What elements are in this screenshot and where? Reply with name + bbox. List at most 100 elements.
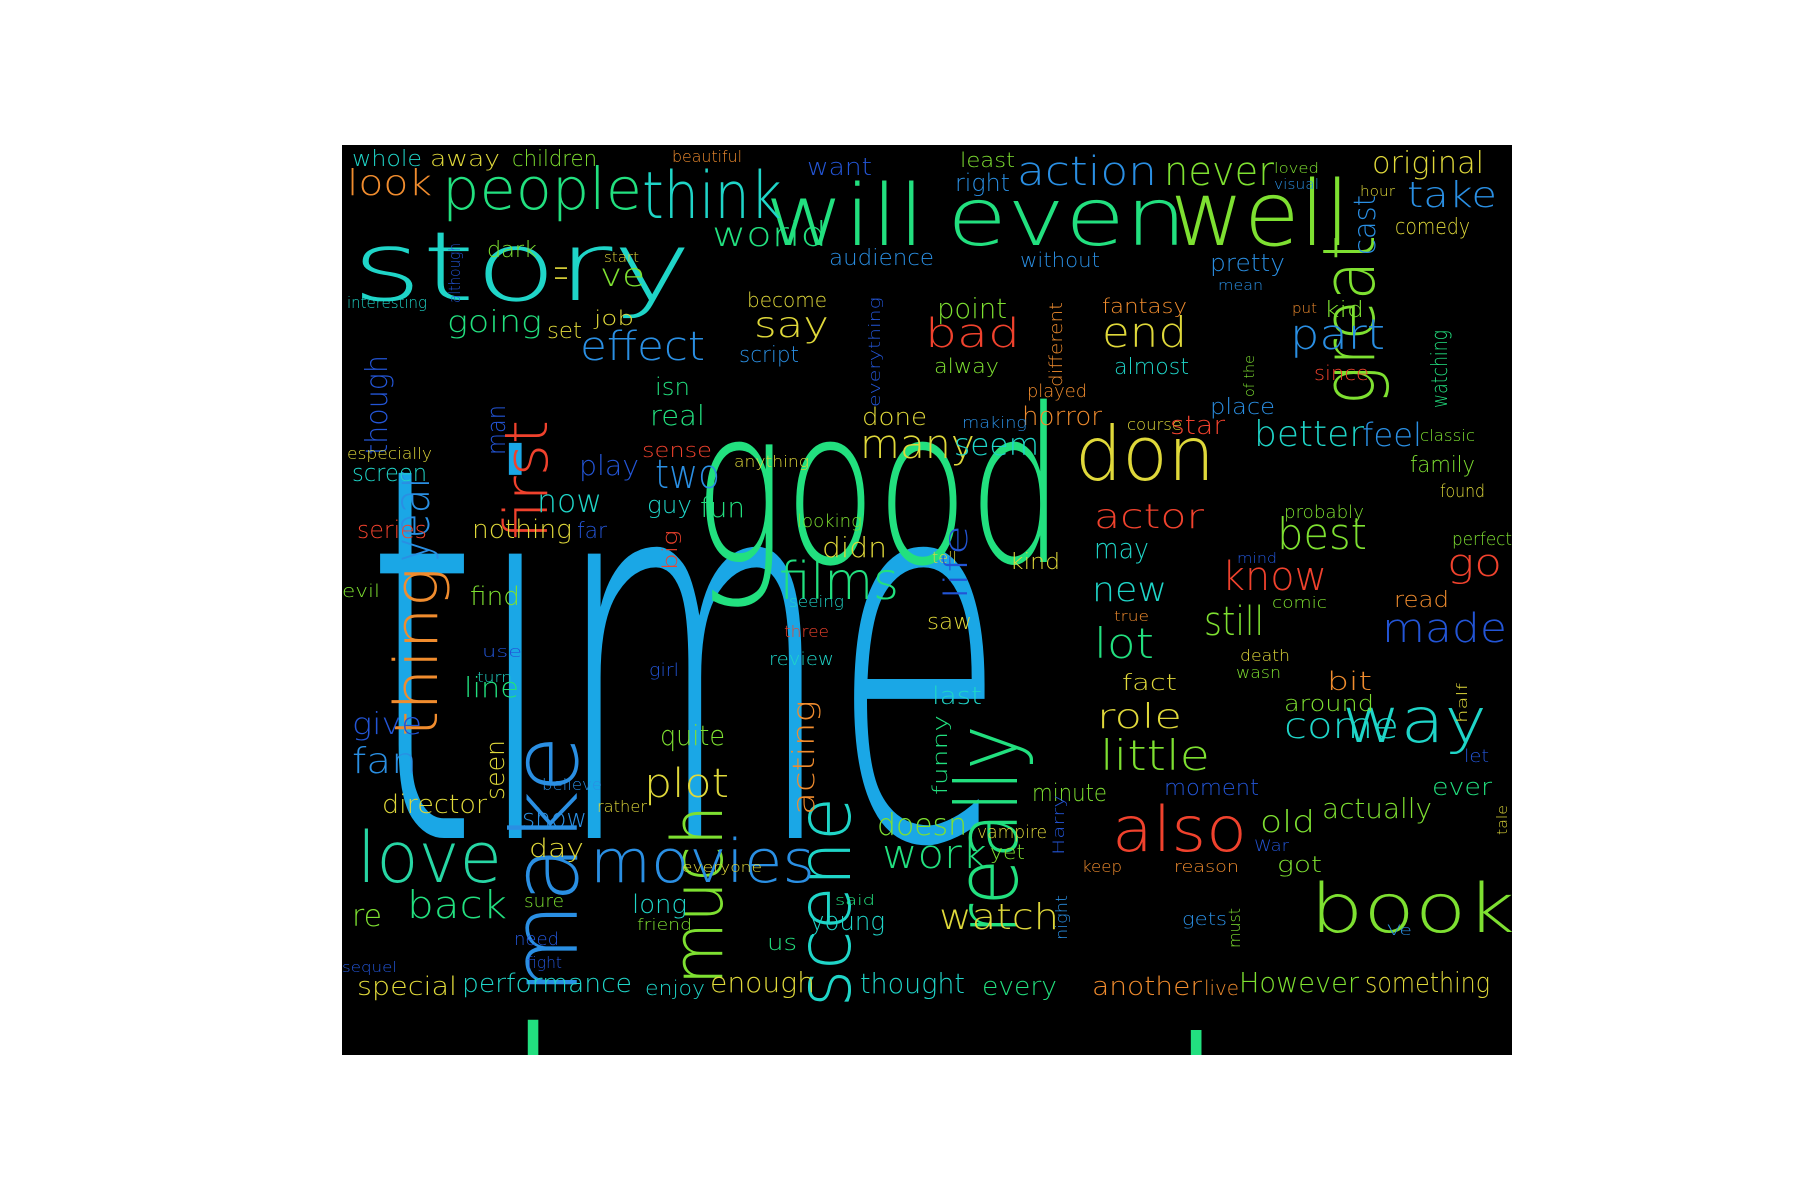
cloud-word: way <box>1342 684 1487 757</box>
cloud-word: acting <box>787 700 822 815</box>
cloud-word: see <box>1247 1023 1512 1055</box>
cloud-word: seen <box>481 740 511 800</box>
cloud-word: another <box>1092 972 1202 1002</box>
cloud-word: actor <box>1094 497 1204 537</box>
cloud-word: fantasy <box>1102 294 1187 318</box>
cloud-word: half <box>1455 683 1471 723</box>
cloud-word: since <box>1314 361 1369 385</box>
cloud-word: place <box>1210 395 1275 420</box>
cloud-word: real <box>650 399 705 432</box>
cloud-word: dark <box>487 238 537 263</box>
cloud-word: special <box>357 972 457 1002</box>
cloud-word: minute <box>1032 779 1107 807</box>
cloud-word: also <box>1112 793 1247 866</box>
cloud-word: However <box>1239 966 1359 999</box>
cloud-word: script <box>739 343 799 368</box>
cloud-word: set <box>547 319 582 344</box>
cloud-word: girl <box>649 660 679 681</box>
cloud-word: enjoy <box>645 976 705 1000</box>
cloud-word: re <box>352 899 382 934</box>
cloud-word: start <box>604 250 639 266</box>
cloud-word: little <box>1100 731 1210 780</box>
cloud-word: everyone <box>682 860 762 876</box>
cloud-word: keep <box>1082 857 1122 876</box>
cloud-word: book <box>1310 870 1512 949</box>
cloud-word: still <box>1204 599 1264 645</box>
cloud-word: will <box>765 167 925 266</box>
cloud-word: screen <box>352 459 427 487</box>
cloud-word: old <box>1260 805 1315 840</box>
cloud-word: great <box>1307 235 1391 405</box>
cloud-word: isn <box>655 373 690 401</box>
cloud-word: audience <box>829 246 934 271</box>
cloud-word: even <box>947 171 1187 264</box>
cloud-word: War <box>1254 836 1289 855</box>
cloud-word: new <box>1092 570 1167 610</box>
cloud-word: don <box>1075 410 1215 498</box>
cloud-word: gets <box>1182 909 1227 930</box>
cloud-word: comedy <box>1395 215 1470 240</box>
cloud-word: loved <box>1274 161 1319 177</box>
cloud-word: actually <box>1322 792 1432 825</box>
cloud-word: kid <box>1324 298 1364 323</box>
cloud-word: anything <box>734 452 809 471</box>
cloud-word: horror <box>1022 402 1102 432</box>
cloud-word: tale <box>1495 805 1511 835</box>
cloud-word: seem <box>954 428 1039 463</box>
cloud-word: back <box>407 883 507 927</box>
cloud-word: series <box>357 516 427 544</box>
cloud-word: use <box>482 642 522 661</box>
cloud-word: man <box>482 405 512 455</box>
cloud-word: read <box>1394 588 1449 613</box>
cloud-word: say <box>754 305 829 346</box>
cloud-word: take <box>1407 175 1497 216</box>
cloud-word: turn <box>477 670 512 686</box>
cloud-word: enough <box>710 966 815 999</box>
cloud-word: thought <box>860 967 965 1000</box>
cloud-word: of the <box>1242 355 1258 397</box>
cloud-word: bit <box>1327 667 1372 697</box>
cloud-word: though <box>360 355 395 455</box>
cloud-word: life <box>937 525 975 600</box>
cloud-word: director <box>382 790 487 820</box>
cloud-word: best <box>1277 509 1367 560</box>
cloud-word: three <box>784 622 829 641</box>
cloud-word: especially <box>347 444 432 463</box>
cloud-word: evil <box>342 581 380 602</box>
cloud-word: cast <box>1348 195 1383 255</box>
cloud-word: scene <box>780 797 868 1007</box>
cloud-word: fun <box>700 491 745 524</box>
cloud-word: sense <box>642 438 712 462</box>
cloud-word: people <box>442 155 642 223</box>
cloud-word: last <box>932 682 982 710</box>
cloud-word: original <box>1372 146 1484 181</box>
cloud-word: hour <box>1360 184 1395 200</box>
cloud-word: Harry <box>1049 795 1068 855</box>
cloud-word: first <box>492 420 562 540</box>
cloud-word: around <box>1284 692 1374 717</box>
cloud-word: visual <box>1274 177 1319 193</box>
cloud-word: seeing <box>789 592 844 611</box>
cloud-word: us <box>767 931 797 956</box>
cloud-word: love <box>357 817 502 899</box>
cloud-word: family <box>1410 453 1475 478</box>
cloud-word: whole <box>352 147 422 172</box>
cloud-word: much <box>657 805 739 985</box>
cloud-word: classic <box>1420 426 1475 445</box>
cloud-word: let <box>1464 746 1489 767</box>
cloud-word: role <box>1097 697 1182 737</box>
cloud-word: go <box>1447 541 1502 585</box>
cloud-word: job <box>593 306 634 330</box>
cloud-word: know <box>1222 554 1327 600</box>
cloud-word: made <box>1382 606 1507 652</box>
cloud-word: every <box>982 972 1057 1002</box>
cloud-word: least <box>960 148 1015 172</box>
cloud-word: moment <box>1164 776 1259 801</box>
cloud-word: now <box>537 482 602 520</box>
cloud-word: guy <box>647 491 692 519</box>
cloud-word: point <box>937 292 1007 325</box>
cloud-word: going <box>447 305 542 340</box>
cloud-word: fan <box>352 741 417 782</box>
cloud-word: day <box>529 834 584 864</box>
cloud-word: ve <box>600 256 645 294</box>
